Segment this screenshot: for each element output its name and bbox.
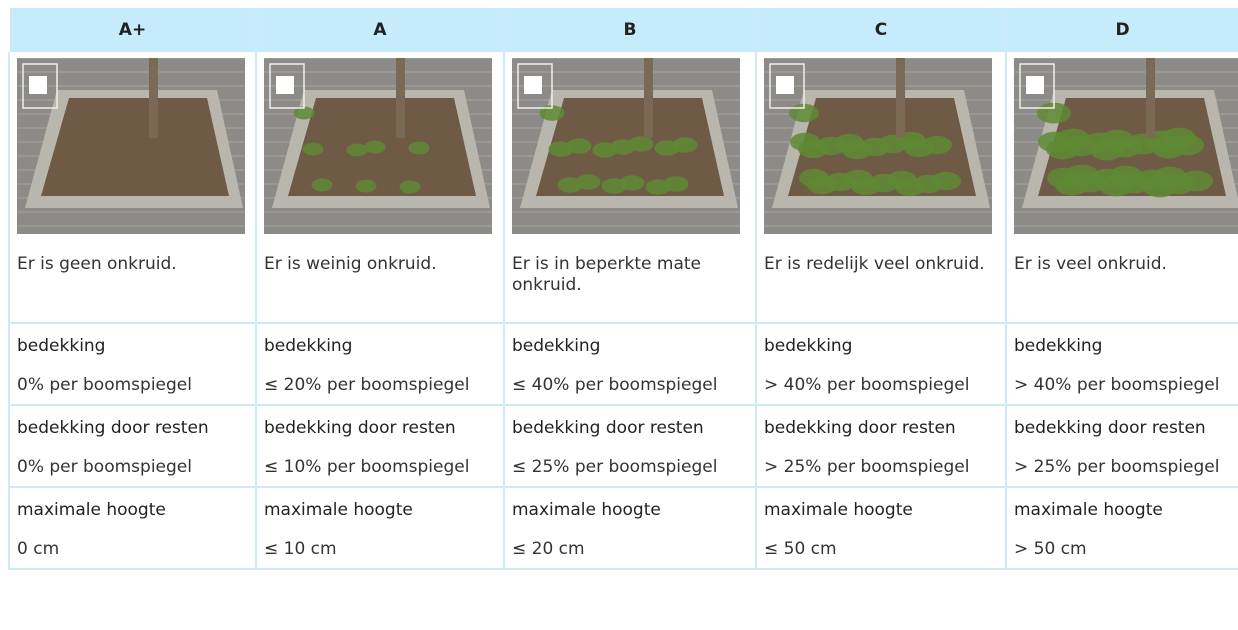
criterion-label: bedekking door resten: [764, 418, 998, 439]
criterion-cell: bedekking ≤ 40% per boomspiegel: [504, 323, 756, 405]
criterion-label: maximale hoogte: [1014, 500, 1231, 521]
description: Er is redelijk veel onkruid.: [756, 242, 1006, 323]
criterion-value: 0% per boomspiegel: [17, 457, 248, 478]
description: Er is in beperkte mate onkruid.: [504, 242, 756, 323]
criterion-value: 0% per boomspiegel: [17, 375, 248, 396]
page: A+ABCD Er is geen onkruid.Er is weinig on…: [0, 0, 1238, 630]
criterion-value: > 50 cm: [1014, 539, 1231, 560]
description: Er is veel onkruid.: [1006, 242, 1238, 323]
criterion-value: > 25% per boomspiegel: [1014, 457, 1231, 478]
description: Er is weinig onkruid.: [256, 242, 504, 323]
grade-header: A: [256, 8, 504, 52]
criterion-label: maximale hoogte: [17, 500, 248, 521]
criterion-label: maximale hoogte: [512, 500, 748, 521]
criterion-value: ≤ 10% per boomspiegel: [264, 457, 496, 478]
image-cell: [256, 52, 504, 242]
criterion-cell: bedekking > 40% per boomspiegel: [1006, 323, 1238, 405]
criterion-value: ≤ 10 cm: [264, 539, 496, 560]
criterion-value: ≤ 20% per boomspiegel: [264, 375, 496, 396]
criterion-value: ≤ 20 cm: [512, 539, 748, 560]
criterion-label: bedekking door resten: [17, 418, 248, 439]
image-cell: [1006, 52, 1238, 242]
criterion-cell: maximale hoogte ≤ 10 cm: [256, 487, 504, 569]
criterion-value: > 25% per boomspiegel: [764, 457, 998, 478]
criterion-cell: bedekking door resten ≤ 10% per boomspieg…: [256, 405, 504, 487]
criterion-label: bedekking: [264, 336, 496, 357]
criterion-cell: bedekking > 40% per boomspiegel: [756, 323, 1006, 405]
criterion-label: bedekking: [17, 336, 248, 357]
criterion-cell: maximale hoogte 0 cm: [9, 487, 256, 569]
criterion-label: bedekking: [512, 336, 748, 357]
description: Er is geen onkruid.: [9, 242, 256, 323]
tree-photo: [764, 58, 992, 234]
criterion-value: ≤ 50 cm: [764, 539, 998, 560]
image-cell: [9, 52, 256, 242]
criterion-cell: bedekking door resten > 25% per boomspieg…: [756, 405, 1006, 487]
criterion-cell: bedekking 0% per boomspiegel: [9, 323, 256, 405]
criterion-value: ≤ 25% per boomspiegel: [512, 457, 748, 478]
criterion-row: maximale hoogte 0 cm maximale hoogte ≤ 10 c…: [9, 487, 1238, 569]
criterion-cell: maximale hoogte ≤ 20 cm: [504, 487, 756, 569]
criterion-value: > 40% per boomspiegel: [1014, 375, 1231, 396]
grade-header: B: [504, 8, 756, 52]
tree-photo: [17, 58, 245, 234]
criterion-label: bedekking door resten: [1014, 418, 1231, 439]
criterion-label: maximale hoogte: [764, 500, 998, 521]
grade-header: D: [1006, 8, 1238, 52]
tree-photo: [512, 58, 740, 234]
criterion-label: bedekking: [1014, 336, 1231, 357]
description-row: Er is geen onkruid.Er is weinig onkruid.…: [9, 242, 1238, 323]
criterion-value: > 40% per boomspiegel: [764, 375, 998, 396]
tree-photo: [264, 58, 492, 234]
criterion-label: maximale hoogte: [264, 500, 496, 521]
grade-header: A+: [9, 8, 256, 52]
image-cell: [504, 52, 756, 242]
image-cell: [756, 52, 1006, 242]
criterion-value: ≤ 40% per boomspiegel: [512, 375, 748, 396]
criterion-label: bedekking: [764, 336, 998, 357]
criterion-cell: bedekking ≤ 20% per boomspiegel: [256, 323, 504, 405]
criterion-cell: bedekking door resten ≤ 25% per boomspieg…: [504, 405, 756, 487]
criterion-cell: maximale hoogte ≤ 50 cm: [756, 487, 1006, 569]
criterion-value: 0 cm: [17, 539, 248, 560]
criterion-cell: maximale hoogte > 50 cm: [1006, 487, 1238, 569]
tree-photo: [1014, 58, 1238, 234]
criterion-row: bedekking 0% per boomspiegel bedekking ≤ 20…: [9, 323, 1238, 405]
grade-header: C: [756, 8, 1006, 52]
criterion-label: bedekking door resten: [512, 418, 748, 439]
criterion-label: bedekking door resten: [264, 418, 496, 439]
image-row: [9, 52, 1238, 242]
criterion-cell: bedekking door resten 0% per boomspiegel: [9, 405, 256, 487]
criterion-cell: bedekking door resten > 25% per boomspieg…: [1006, 405, 1238, 487]
